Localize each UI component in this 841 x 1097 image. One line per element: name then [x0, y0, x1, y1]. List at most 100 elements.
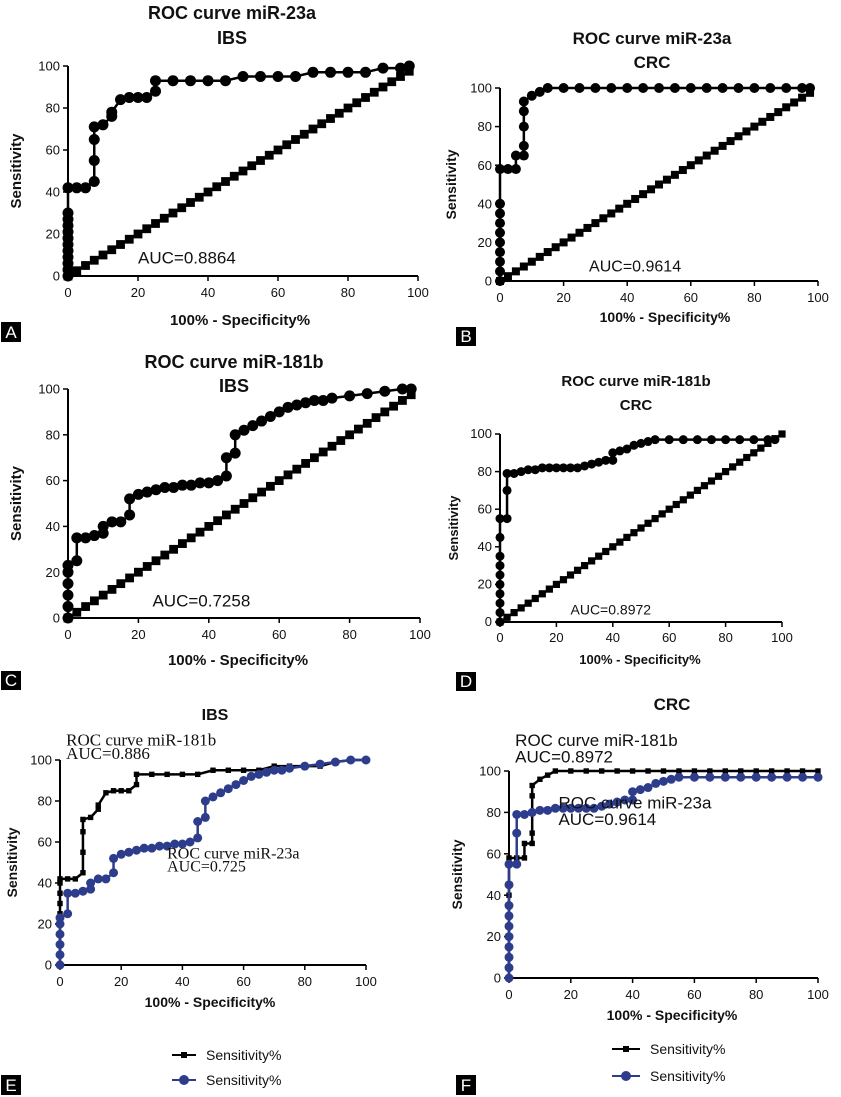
panel-a-series-2-point — [387, 77, 397, 87]
panel-c-series-1-point — [97, 520, 109, 532]
panel-f-series-1-point — [799, 768, 806, 774]
panel-b-x-tick-label: 0 — [496, 290, 503, 305]
panel-e-series-2-point — [70, 888, 80, 898]
panel-e-series-2-point — [277, 765, 287, 775]
panel-a-x-tick-label: 20 — [131, 285, 145, 300]
panel-b-y-tick-label: 100 — [470, 81, 492, 96]
panel-a-series-2-point — [72, 266, 82, 276]
panel-e-series-1-point — [149, 771, 155, 778]
panel-f-series-1-point — [676, 768, 682, 774]
panel-e-series-1-point — [64, 876, 71, 882]
panel-f-series-1-point — [599, 768, 605, 774]
panel-d-annotation: AUC=0.8972 — [571, 601, 652, 617]
panel-d: ROC curve miR-181b CRC 0 20 40 60 80 100 0 20 40 60… — [446, 373, 793, 691]
panel-c-series-2-point — [327, 441, 337, 451]
panel-a-series-1-point — [123, 92, 135, 103]
panel-d-series-2-point — [665, 505, 673, 513]
panel-d-series-1-point — [495, 561, 505, 571]
panel-f-series-2-point — [604, 799, 614, 809]
panel-c-series-1-point — [344, 390, 356, 402]
panel-d-series-2-point — [722, 468, 730, 476]
panel-c-series-1-point — [150, 484, 162, 496]
panel-c-series-1-point — [282, 401, 294, 413]
panel-b-series-2-point — [639, 190, 648, 199]
panel-d-series-2-point — [679, 496, 687, 504]
panel-b-title-line: ROC curve miR-23a — [573, 29, 732, 48]
panel-f-series-1-point — [815, 768, 821, 774]
panel-e-annotation: ROC curve miR-181b — [66, 731, 216, 750]
panel-c-series-1-point — [62, 578, 74, 590]
panel-c-x-tick-label: 20 — [131, 627, 145, 642]
panel-e-letter-box — [1, 1075, 21, 1095]
panel-f-series-1-point — [529, 782, 535, 789]
panel-f-series-2 — [504, 772, 823, 983]
panel-f-y-tick-label: 60 — [487, 846, 501, 861]
panel-b-series-2-point — [583, 223, 592, 232]
panel-d-series-2-point — [566, 571, 575, 579]
panel-d-series-1-point — [558, 463, 568, 473]
panel-a-series-2-point — [282, 140, 292, 150]
panel-f-series-2-point — [720, 772, 730, 782]
panel-a-x-tick-label: 100 — [407, 285, 429, 300]
panel-c-series-2-point — [151, 556, 161, 566]
panel-f-series-1-point — [707, 768, 713, 774]
panel-c-series-2-point — [406, 390, 416, 400]
panel-b-series-2-point — [806, 88, 815, 97]
panel-b-series-1-point — [765, 83, 776, 93]
panel-e-series-1-point — [80, 849, 86, 855]
panel-d-series-1-point — [551, 463, 561, 473]
panel-e-series-2-point — [116, 849, 126, 859]
panel-e-series-2-point — [216, 788, 226, 798]
panel-c-letter: C — [1, 671, 21, 690]
panel-e: IBS 0 20 40 60 80 100 0 20 40 60 80 100 100% - Specif… — [1, 707, 377, 1095]
panel-e-series-2-point — [315, 759, 325, 769]
panel-e-series-1-point — [126, 788, 132, 794]
panel-d-series-2-point — [714, 472, 723, 480]
panel-a-x-tick-label: 80 — [341, 285, 355, 300]
panel-d-series-1-point — [749, 435, 759, 445]
panel-c-x-axis-label: 100% - Specificity% — [168, 652, 308, 669]
panel-d-series-2-point — [552, 580, 560, 588]
panel-d-series-1-point — [608, 448, 618, 458]
panel-e-y-tick-label: 60 — [38, 835, 52, 850]
panel-d-series-2-point — [686, 491, 694, 499]
panel-d-x-tick-label: 0 — [496, 630, 503, 645]
panel-d-series-1-point — [566, 463, 575, 473]
panel-e-series-2-point — [63, 909, 73, 919]
panel-b-series-2-point — [623, 199, 632, 208]
panel-c-series-1-point — [326, 392, 338, 404]
panel-b-series-1-point — [733, 83, 744, 93]
panel-f-legend-entry: Sensitivity% — [612, 1068, 725, 1084]
panel-c-series-2-point — [292, 464, 302, 474]
panel-a-series-1-point — [132, 92, 144, 103]
panel-c-series-2-point — [107, 584, 117, 594]
panel-d-series-1-point — [664, 435, 674, 445]
panel-b-series-1-point — [495, 266, 505, 277]
panel-e-series-2-point — [208, 792, 218, 802]
panel-f-series-1-point — [614, 768, 620, 774]
panel-b-series-1-point — [510, 150, 521, 161]
panel-f-y-tick-label: 0 — [494, 971, 501, 986]
panel-c-series-1-point — [168, 481, 180, 493]
panel-b-series-1-point — [495, 198, 505, 209]
panel-f-annotation: AUC=0.8972 — [515, 748, 613, 767]
panel-b-series-1-point — [510, 164, 521, 175]
panel-c-series-1-point — [291, 399, 303, 411]
panel-c-series-1-point — [124, 493, 136, 505]
panel-c-series-1-point — [308, 394, 320, 406]
panel-c-series-2-point — [230, 504, 240, 514]
panel-d-x-tick-label: 20 — [549, 630, 563, 645]
panel-a-series-2 — [63, 66, 414, 281]
panel-c-series-1-point — [62, 589, 74, 601]
panel-b-letter-box — [456, 327, 476, 346]
panel-b-series-2-point — [655, 180, 663, 189]
panel-c-series-1-point — [256, 415, 268, 427]
panel-d-series-1-point — [636, 438, 646, 448]
panel-c-series-2-point — [213, 516, 222, 526]
panel-e-legend-label: Sensitivity% — [206, 1072, 281, 1088]
panel-a-x-tick-label: 60 — [271, 285, 285, 300]
panel-f-series-1-point — [529, 840, 535, 847]
panel-a-series-2-point — [133, 229, 143, 239]
panel-f-series-2-point — [574, 803, 584, 813]
